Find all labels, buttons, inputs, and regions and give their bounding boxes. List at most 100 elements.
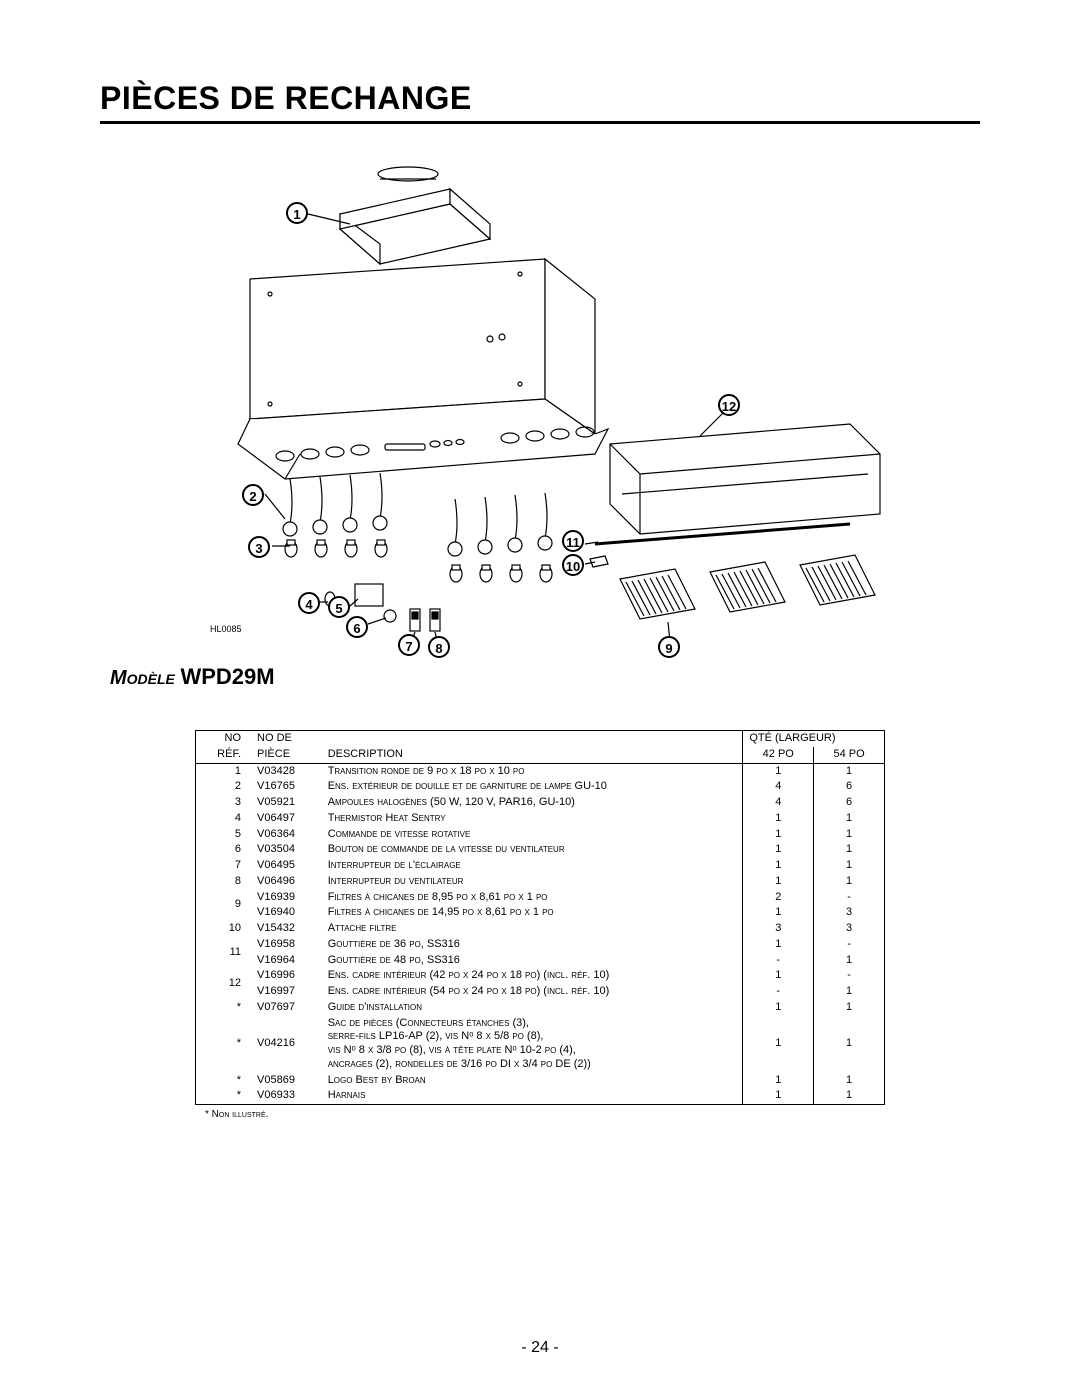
table-row: *V04216Sac de pièces (Connecteurs étanch…: [196, 1016, 885, 1073]
th-desc: DESCRIPTION: [322, 747, 743, 763]
table-row: 5V06364Commande de vitesse rotative11: [196, 827, 885, 843]
diagram-code: HL0085: [210, 624, 242, 634]
cell-qty-42: 1: [743, 937, 814, 953]
cell-qty-42: 3: [743, 921, 814, 937]
exploded-diagram: 1 2 3 4 5 6 7 8 9 10 11 12 HL0085: [190, 144, 890, 654]
callout-2: 2: [242, 484, 264, 506]
parts-table-body: 1V03428Transition ronde de 9 po x 18 po …: [196, 763, 885, 1105]
cell-qty-42: 1: [743, 1073, 814, 1089]
cell-part: V16958: [251, 937, 322, 953]
cell-ref: *: [196, 1073, 252, 1089]
cell-qty-42: 1: [743, 905, 814, 921]
cell-desc: Sac de pièces (Connecteurs étanches (3),…: [322, 1016, 743, 1073]
cell-qty-54: 1: [814, 811, 885, 827]
cell-ref: 9: [196, 890, 252, 922]
table-footnote: * Non illustré.: [185, 1109, 895, 1120]
page-number: - 24 -: [0, 1339, 1080, 1357]
table-row: 9V16939Filtres à chicanes de 8,95 po x 8…: [196, 890, 885, 906]
cell-qty-54: -: [814, 890, 885, 906]
table-row: 12V16996Ens. cadre intérieur (42 po x 24…: [196, 968, 885, 984]
callout-1: 1: [286, 202, 308, 224]
cell-ref: 5: [196, 827, 252, 843]
cell-qty-42: 1: [743, 1016, 814, 1073]
cell-qty-42: 4: [743, 795, 814, 811]
cell-qty-54: 1: [814, 858, 885, 874]
table-row: 7V06495Interrupteur de l'éclairage11: [196, 858, 885, 874]
callout-9: 9: [658, 636, 680, 658]
cell-part: V06933: [251, 1088, 322, 1104]
cell-part: V16765: [251, 779, 322, 795]
table-row: *V05869Logo Best by Broan11: [196, 1073, 885, 1089]
cell-ref: *: [196, 1016, 252, 1073]
cell-desc: Filtres à chicanes de 8,95 po x 8,61 po …: [322, 890, 743, 906]
cell-part: V16996: [251, 968, 322, 984]
cell-qty-54: 6: [814, 795, 885, 811]
cell-part: V06497: [251, 811, 322, 827]
cell-qty-54: 1: [814, 842, 885, 858]
cell-desc: Transition ronde de 9 po x 18 po x 10 po: [322, 763, 743, 779]
th-part-top: NO DE: [251, 731, 322, 747]
cell-desc: Attache filtre: [322, 921, 743, 937]
table-row: V16940Filtres à chicanes de 14,95 po x 8…: [196, 905, 885, 921]
callout-4: 4: [298, 592, 320, 614]
cell-desc: Interrupteur du ventilateur: [322, 874, 743, 890]
cell-part: V07697: [251, 1000, 322, 1016]
th-part: PIÈCE: [251, 747, 322, 763]
th-qty-span: QTÉ (LARGEUR): [743, 731, 885, 747]
cell-part: V05869: [251, 1073, 322, 1089]
cell-qty-42: 4: [743, 779, 814, 795]
table-row: *V07697Guide d'installation11: [196, 1000, 885, 1016]
cell-desc: Ampoules halogènes (50 W, 120 V, PAR16, …: [322, 795, 743, 811]
cell-ref: 6: [196, 842, 252, 858]
cell-qty-54: 3: [814, 921, 885, 937]
page: PIÈCES DE RECHANGE: [0, 0, 1080, 1397]
table-row: 8V06496Interrupteur du ventilateur11: [196, 874, 885, 890]
cell-ref: 4: [196, 811, 252, 827]
cell-part: V03504: [251, 842, 322, 858]
cell-qty-54: 1: [814, 763, 885, 779]
cell-qty-54: 1: [814, 827, 885, 843]
cell-desc: Interrupteur de l'éclairage: [322, 858, 743, 874]
th-ref: RÉF.: [196, 747, 252, 763]
cell-part: V04216: [251, 1016, 322, 1073]
cell-desc: Harnais: [322, 1088, 743, 1104]
cell-qty-42: -: [743, 984, 814, 1000]
table-row: V16964Gouttière de 48 po, SS316-1: [196, 953, 885, 969]
table-row: 11V16958Gouttière de 36 po, SS3161-: [196, 937, 885, 953]
cell-desc: Ens. cadre intérieur (42 po x 24 po x 18…: [322, 968, 743, 984]
cell-qty-42: 1: [743, 763, 814, 779]
callout-8: 8: [428, 636, 450, 658]
cell-desc: Ens. cadre intérieur (54 po x 24 po x 18…: [322, 984, 743, 1000]
model-line: Modèle WPD29M: [110, 664, 980, 690]
table-row: 10V15432Attache filtre33: [196, 921, 885, 937]
cell-ref: 8: [196, 874, 252, 890]
cell-qty-54: 1: [814, 1088, 885, 1104]
cell-qty-42: 2: [743, 890, 814, 906]
cell-qty-42: 1: [743, 858, 814, 874]
cell-qty-54: -: [814, 968, 885, 984]
th-q2: 54 PO: [814, 747, 885, 763]
cell-qty-54: 3: [814, 905, 885, 921]
th-q1: 42 PO: [743, 747, 814, 763]
cell-ref: *: [196, 1088, 252, 1104]
cell-desc: Commande de vitesse rotative: [322, 827, 743, 843]
cell-desc: Gouttière de 36 po, SS316: [322, 937, 743, 953]
cell-qty-42: 1: [743, 842, 814, 858]
cell-qty-54: 1: [814, 953, 885, 969]
callout-6: 6: [346, 616, 368, 638]
th-ref-top: NO: [196, 731, 252, 747]
cell-part: V06496: [251, 874, 322, 890]
cell-part: V16939: [251, 890, 322, 906]
model-code: WPD29M: [180, 664, 274, 689]
cell-ref: 12: [196, 968, 252, 1000]
cell-qty-42: 1: [743, 874, 814, 890]
cell-qty-42: 1: [743, 1000, 814, 1016]
cell-qty-42: 1: [743, 968, 814, 984]
callout-7: 7: [398, 634, 420, 656]
cell-ref: 1: [196, 763, 252, 779]
cell-qty-42: 1: [743, 811, 814, 827]
cell-qty-54: 1: [814, 1016, 885, 1073]
cell-part: V16964: [251, 953, 322, 969]
table-row: 1V03428Transition ronde de 9 po x 18 po …: [196, 763, 885, 779]
cell-desc: Guide d'installation: [322, 1000, 743, 1016]
